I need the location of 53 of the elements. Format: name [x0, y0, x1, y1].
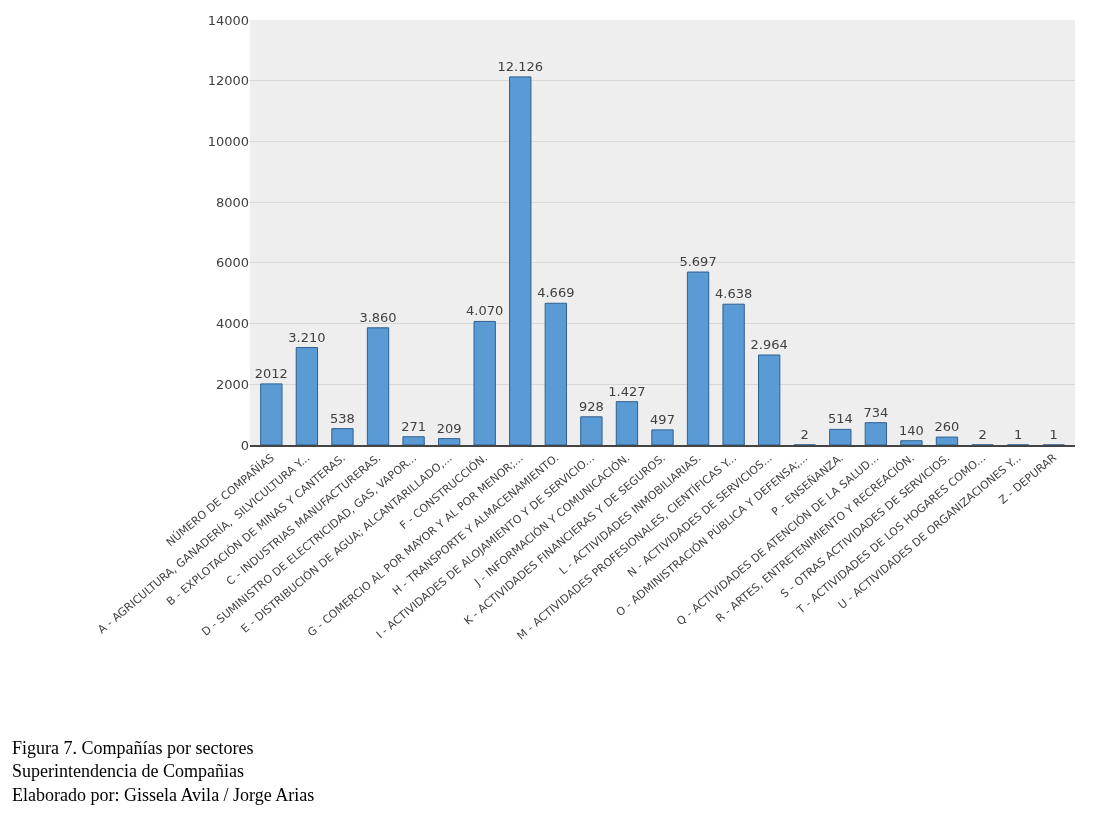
data-label: 5.697 — [679, 254, 717, 270]
text: Elaborado por: Gissela Avila / Jorge Arias — [12, 784, 315, 805]
data-label: 1.427 — [608, 383, 646, 399]
data-label: 4.669 — [537, 285, 575, 301]
data-label: 3.860 — [359, 309, 397, 325]
bar — [509, 76, 532, 445]
bar — [402, 436, 425, 445]
text: Figura 7. Compañías por sectores — [12, 738, 254, 758]
bar — [437, 438, 461, 445]
bar — [864, 422, 888, 445]
data-label: 140 — [899, 422, 924, 438]
bar — [686, 271, 710, 445]
data-label: 4.638 — [715, 286, 753, 302]
data-label: 209 — [436, 420, 462, 436]
data-label: 2 — [800, 426, 809, 442]
bar — [651, 429, 674, 445]
y-tick-label: 6000 — [215, 255, 249, 271]
data-label: 497 — [650, 411, 675, 427]
y-tick-label: 10000 — [207, 133, 249, 149]
data-label: 538 — [330, 410, 355, 426]
data-label: 514 — [827, 411, 853, 427]
data-label: 3.210 — [288, 329, 326, 345]
data-label: 1 — [1013, 426, 1023, 442]
data-label: 1 — [1049, 426, 1058, 442]
data-label: 4.070 — [466, 303, 504, 319]
y-tick-label: 2000 — [215, 376, 249, 392]
y-tick-label: 0 — [240, 437, 249, 453]
data-label: 2.964 — [750, 337, 788, 353]
bar — [758, 354, 781, 445]
y-tick-label: 4000 — [215, 316, 249, 332]
bar — [829, 428, 852, 445]
text: Superintendencia de Compañias — [12, 761, 244, 782]
y-tick-label: 14000 — [207, 12, 249, 28]
bar — [295, 347, 319, 445]
data-label: 734 — [863, 404, 889, 420]
data-label: 928 — [578, 398, 604, 414]
data-label: 12.126 — [497, 58, 544, 74]
bar — [260, 383, 283, 445]
bar — [935, 436, 959, 445]
data-label: 2 — [978, 426, 987, 442]
bar — [473, 320, 496, 445]
data-label: 260 — [934, 419, 960, 435]
y-tick-label: 8000 — [215, 194, 249, 210]
bar — [900, 440, 923, 445]
y-tick-label: 12000 — [207, 73, 249, 89]
bar — [615, 401, 639, 445]
bar — [366, 327, 390, 445]
data-label: 2012 — [254, 365, 288, 381]
bar — [722, 303, 745, 445]
data-label: 271 — [401, 418, 426, 434]
bar — [580, 416, 603, 445]
bar — [544, 302, 567, 445]
bar — [331, 428, 354, 445]
